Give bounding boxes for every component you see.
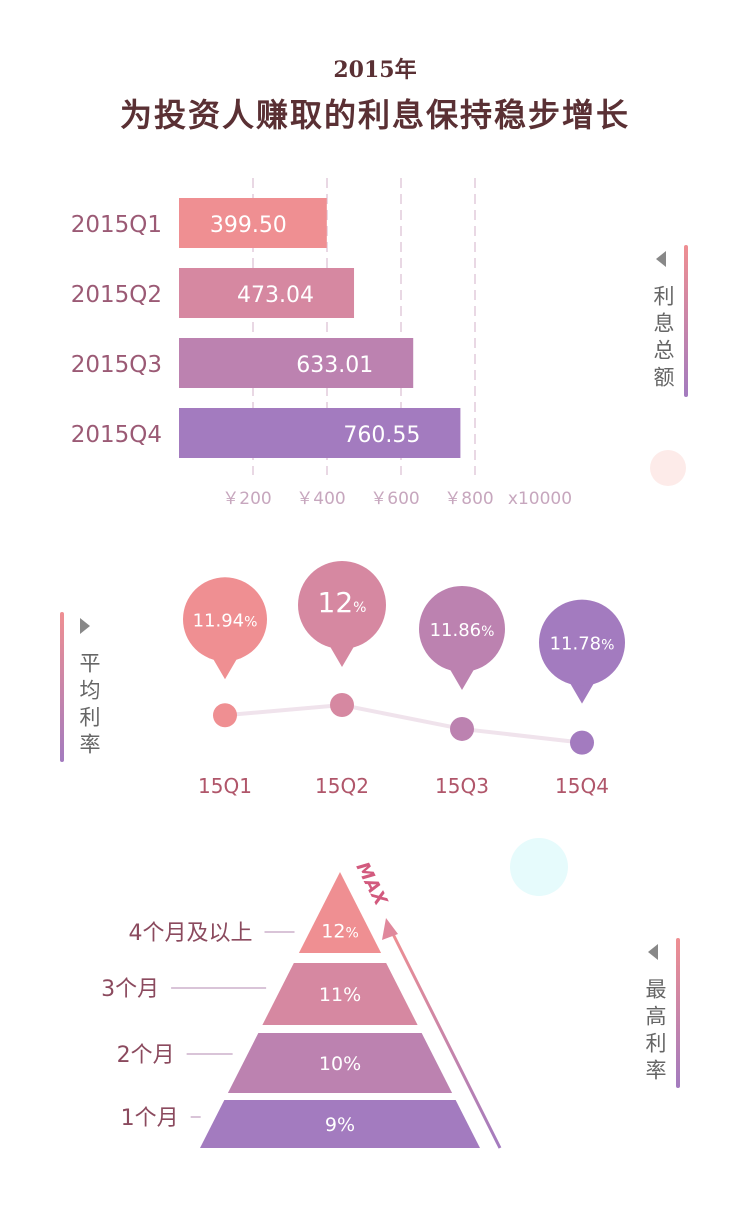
- x-tick-label: ￥600: [370, 489, 419, 509]
- tier-value-label: 9%: [325, 1114, 355, 1136]
- y-tick-label: 2015Q4: [71, 422, 162, 448]
- y-tick-label: 2015Q3: [71, 352, 162, 378]
- rate-bubble: [183, 577, 267, 662]
- x-tick-label: 15Q4: [555, 774, 609, 798]
- x-tick-label: ￥400: [296, 489, 345, 509]
- page-title: 为投资人赚取的利息保持稳步增长: [119, 96, 630, 134]
- tier-category-label: 2个月: [117, 1043, 175, 1068]
- rate-line: [224, 702, 583, 745]
- x-tick-label: 15Q3: [435, 774, 489, 798]
- side-accent-bar: [60, 612, 64, 762]
- pyramid-tier: [227, 1033, 453, 1093]
- triangle-left-icon: [656, 251, 666, 267]
- rate-bubble: [419, 585, 505, 672]
- triangle-left-icon: [648, 944, 658, 960]
- tier-category-label: 3个月: [101, 977, 159, 1002]
- max-arrow-line: [390, 931, 502, 1149]
- bar: [179, 198, 327, 248]
- rate-point: [450, 716, 474, 741]
- tier-category-label: 4个月及以上: [129, 921, 253, 946]
- rate-point: [570, 730, 594, 755]
- bar-value-label: 633.01: [296, 353, 373, 378]
- tier-value-label: 10%: [319, 1053, 361, 1075]
- bar-value-label: 473.04: [237, 283, 314, 308]
- x-tick-label: ￥800: [444, 489, 493, 509]
- rate-value-label: 12%: [318, 586, 367, 619]
- year-title: 2015年: [333, 57, 417, 83]
- triangle-right-icon: [80, 618, 90, 634]
- y-tick-label: 2015Q2: [71, 282, 162, 308]
- rate-point: [330, 693, 354, 717]
- x-tick-label: 15Q2: [315, 774, 369, 798]
- bar-value-label: 760.55: [343, 423, 420, 448]
- interest-side-label: 利息总额: [640, 245, 692, 397]
- interest-total-label: 利息总额: [651, 285, 675, 393]
- x-tick-label: 15Q1: [198, 774, 252, 798]
- bar-value-label: 399.50: [210, 213, 287, 238]
- bar: [179, 268, 355, 318]
- x-unit-label: x10000: [508, 489, 572, 509]
- tier-value-label: 11%: [319, 984, 361, 1006]
- side-accent-bar: [684, 245, 688, 397]
- pyramid-tier: [298, 872, 382, 953]
- decorative-dot: [650, 450, 686, 486]
- max-label: MAX: [352, 859, 392, 910]
- rate-value-label: 11.78%: [550, 634, 615, 655]
- bubble-pointer: [448, 665, 476, 690]
- bubble-pointer: [568, 679, 596, 704]
- x-tick-label: ￥200: [222, 489, 271, 509]
- bubble-pointer: [211, 655, 239, 680]
- tier-category-label: 1个月: [121, 1106, 179, 1131]
- tier-value-label: 12%: [321, 921, 359, 943]
- side-accent-bar: [676, 938, 680, 1088]
- rate-point: [213, 703, 237, 728]
- bubble-pointer: [328, 643, 356, 667]
- bar: [179, 338, 414, 388]
- rate-bubble: [539, 599, 625, 686]
- rate-bubble: [298, 561, 386, 649]
- arrow-up-icon: [382, 918, 398, 940]
- rate-value-label: 11.94%: [193, 610, 258, 631]
- pyramid-tier: [200, 1100, 480, 1148]
- avg-rate-label: 平均利率: [77, 652, 101, 760]
- max-rate-pyramid: 12% 4个月及以上 11% 3个月 10% 2个月 9% 1个月 MAX: [101, 859, 502, 1149]
- y-tick-label: 2015Q1: [71, 212, 162, 238]
- max-rate-side-label: 最高利率: [636, 938, 688, 1088]
- bar: [179, 408, 461, 458]
- rate-side-label: 平均利率: [58, 612, 110, 762]
- avg-rate-chart: 11.94% 15Q1 12% 15Q2 11.86% 15Q3 11.78% 15Q4: [183, 561, 625, 798]
- rate-value-label: 11.86%: [430, 620, 495, 641]
- decorative-dot: [510, 838, 568, 896]
- max-rate-label: 最高利率: [643, 978, 667, 1086]
- interest-bar-chart: ￥200 ￥400 ￥600 ￥800 x10000 399.50 2015Q1 473.04…: [71, 178, 572, 509]
- pyramid-tier: [262, 963, 418, 1025]
